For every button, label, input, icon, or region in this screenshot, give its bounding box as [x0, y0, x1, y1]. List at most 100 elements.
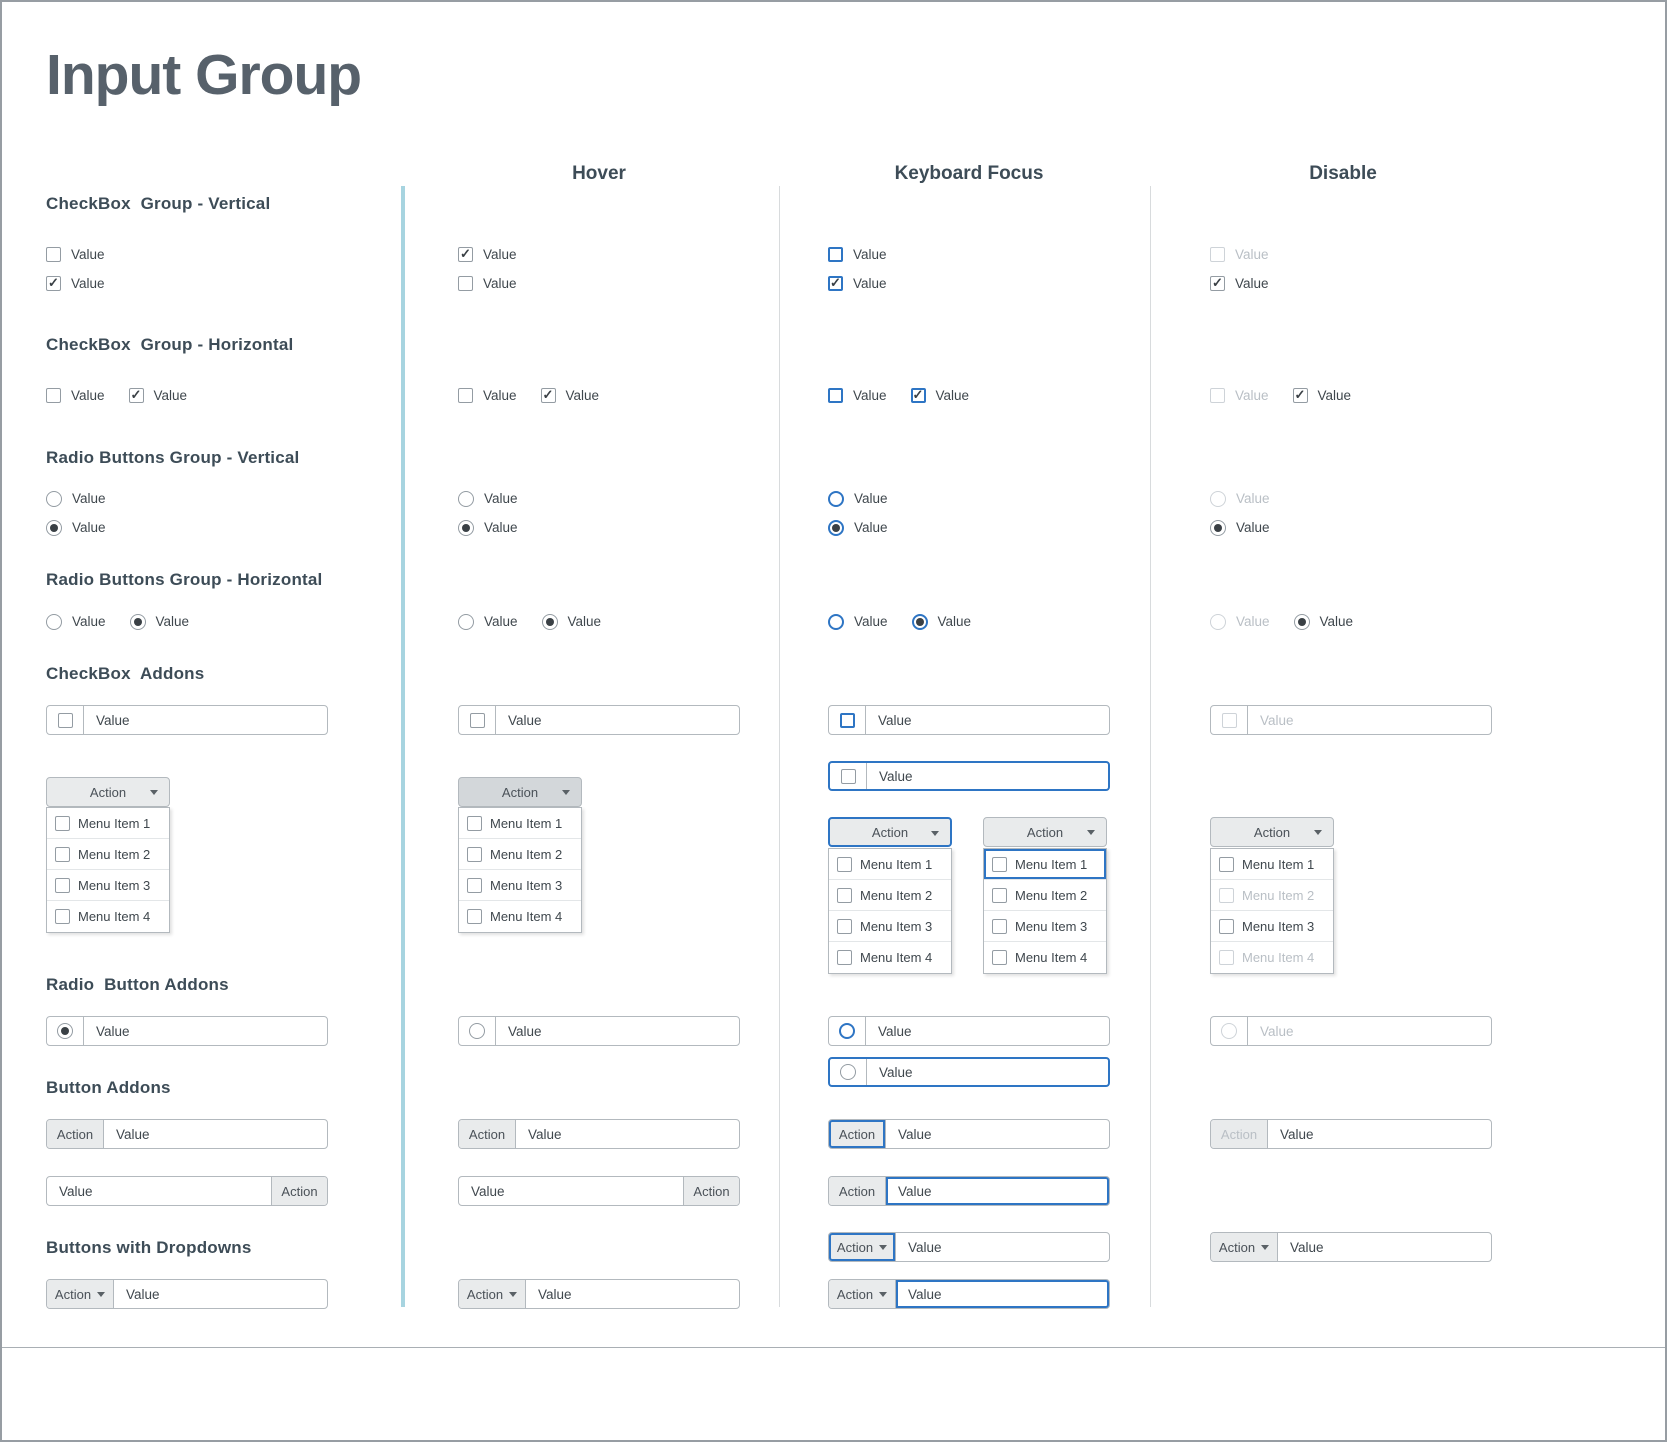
- text-input[interactable]: Value: [1260, 712, 1294, 728]
- menu-item-checkbox[interactable]: [55, 877, 70, 893]
- action-dropdown-button[interactable]: Action: [47, 1280, 114, 1308]
- action-button[interactable]: Action: [829, 1120, 886, 1148]
- text-input[interactable]: Value: [908, 1239, 942, 1255]
- action-dropdown-button[interactable]: Action: [458, 777, 582, 807]
- menu-item-checkbox[interactable]: [837, 950, 852, 965]
- checkbox[interactable]: [458, 388, 473, 403]
- radio-button[interactable]: [1221, 1023, 1237, 1039]
- menu-item[interactable]: Menu Item 3: [829, 911, 951, 942]
- text-input[interactable]: Value: [96, 1023, 130, 1039]
- radio-button[interactable]: [469, 1023, 485, 1039]
- menu-item[interactable]: Menu Item 2: [459, 839, 581, 870]
- text-input[interactable]: Value: [126, 1286, 160, 1302]
- radio-button[interactable]: [1210, 613, 1226, 630]
- checkbox[interactable]: [540, 387, 556, 403]
- action-dropdown-button[interactable]: Action: [829, 1233, 896, 1261]
- menu-item[interactable]: Menu Item 4: [459, 901, 581, 932]
- action-dropdown-button[interactable]: Action: [1210, 817, 1334, 847]
- text-input[interactable]: Value: [1290, 1239, 1324, 1255]
- checkbox[interactable]: [1221, 712, 1237, 728]
- text-input[interactable]: Value: [878, 712, 912, 728]
- checkbox[interactable]: [458, 246, 473, 262]
- checkbox[interactable]: [1210, 275, 1225, 291]
- radio-button[interactable]: [839, 1023, 855, 1039]
- menu-item[interactable]: Menu Item 1: [1211, 849, 1333, 880]
- checkbox[interactable]: [1210, 247, 1225, 262]
- text-input[interactable]: Value: [508, 1023, 542, 1039]
- menu-item-checkbox[interactable]: [467, 909, 482, 924]
- menu-item-checkbox[interactable]: [837, 856, 852, 872]
- menu-item[interactable]: Menu Item 1: [984, 849, 1106, 880]
- text-input[interactable]: Value: [878, 1023, 912, 1039]
- radio-button[interactable]: [828, 613, 844, 630]
- menu-item[interactable]: Menu Item 4: [984, 942, 1106, 973]
- checkbox[interactable]: [46, 275, 61, 291]
- checkbox[interactable]: [128, 387, 144, 403]
- radio-button[interactable]: [840, 1064, 856, 1080]
- menu-item-checkbox[interactable]: [837, 887, 852, 903]
- menu-item[interactable]: Menu Item 2: [829, 880, 951, 911]
- text-input[interactable]: Value: [59, 1183, 93, 1199]
- action-dropdown-button[interactable]: Action: [829, 1280, 896, 1308]
- menu-item[interactable]: Menu Item 1: [47, 808, 169, 839]
- radio-button[interactable]: [541, 613, 558, 630]
- text-input[interactable]: Value: [1280, 1126, 1314, 1142]
- action-button[interactable]: Action: [47, 1120, 104, 1148]
- text-input[interactable]: Value: [538, 1286, 572, 1302]
- checkbox[interactable]: [57, 712, 73, 728]
- text-input[interactable]: Value: [879, 768, 913, 784]
- checkbox[interactable]: [46, 388, 61, 403]
- radio-button[interactable]: [46, 519, 62, 536]
- text-input[interactable]: Value: [528, 1126, 562, 1142]
- action-dropdown-button[interactable]: Action: [828, 817, 952, 847]
- menu-item-checkbox[interactable]: [467, 877, 482, 893]
- menu-item[interactable]: Menu Item 2: [47, 839, 169, 870]
- menu-item[interactable]: Menu Item 2: [984, 880, 1106, 911]
- text-input[interactable]: Value: [879, 1064, 913, 1080]
- text-input[interactable]: Value: [508, 712, 542, 728]
- radio-button[interactable]: [458, 490, 474, 507]
- checkbox[interactable]: [1210, 388, 1225, 403]
- checkbox[interactable]: [910, 387, 926, 403]
- radio-button[interactable]: [1293, 613, 1310, 630]
- text-input[interactable]: Value: [886, 1177, 1109, 1205]
- text-input[interactable]: Value: [896, 1280, 1109, 1308]
- menu-item-checkbox[interactable]: [55, 846, 70, 862]
- action-dropdown-button[interactable]: Action: [983, 817, 1107, 847]
- menu-item[interactable]: Menu Item 3: [1211, 911, 1333, 942]
- radio-button[interactable]: [911, 613, 928, 630]
- radio-button[interactable]: [828, 519, 844, 536]
- action-button[interactable]: Action: [683, 1177, 739, 1205]
- action-dropdown-button[interactable]: Action: [1211, 1233, 1278, 1261]
- action-dropdown-button[interactable]: Action: [46, 777, 170, 807]
- checkbox[interactable]: [840, 768, 856, 784]
- radio-button[interactable]: [828, 490, 844, 507]
- radio-button[interactable]: [458, 519, 474, 536]
- menu-item[interactable]: Menu Item 1: [459, 808, 581, 839]
- checkbox[interactable]: [46, 247, 61, 262]
- menu-item-checkbox[interactable]: [467, 846, 482, 862]
- radio-button[interactable]: [57, 1023, 73, 1039]
- radio-button[interactable]: [1210, 519, 1226, 536]
- text-input[interactable]: Value: [116, 1126, 150, 1142]
- menu-item-checkbox[interactable]: [992, 950, 1007, 965]
- menu-item-checkbox[interactable]: [992, 856, 1007, 872]
- text-input[interactable]: Value: [471, 1183, 505, 1199]
- menu-item[interactable]: Menu Item 3: [984, 911, 1106, 942]
- checkbox[interactable]: [1292, 387, 1308, 403]
- menu-item[interactable]: Menu Item 3: [459, 870, 581, 901]
- action-button[interactable]: Action: [271, 1177, 327, 1205]
- menu-item[interactable]: Menu Item 1: [829, 849, 951, 880]
- menu-item-checkbox[interactable]: [55, 909, 70, 924]
- checkbox[interactable]: [828, 247, 843, 262]
- menu-item-checkbox[interactable]: [1219, 918, 1234, 934]
- checkbox[interactable]: [828, 388, 843, 403]
- menu-item-checkbox[interactable]: [992, 887, 1007, 903]
- checkbox[interactable]: [458, 276, 473, 291]
- action-button[interactable]: Action: [459, 1120, 516, 1148]
- menu-item[interactable]: Menu Item 4: [47, 901, 169, 932]
- checkbox[interactable]: [828, 275, 843, 291]
- radio-button[interactable]: [46, 490, 62, 507]
- radio-button[interactable]: [458, 613, 474, 630]
- action-button[interactable]: Action: [829, 1177, 886, 1205]
